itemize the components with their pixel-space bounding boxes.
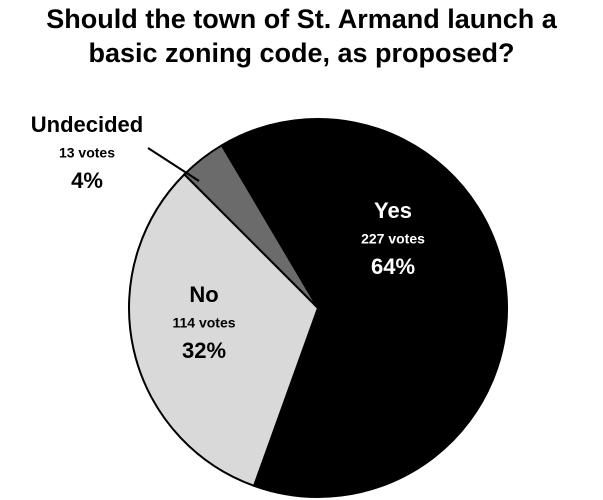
- vote-label: 114 votes: [172, 315, 235, 331]
- pie-slice: [220, 118, 508, 498]
- pie-slice: [182, 143, 319, 309]
- pie-slice: [128, 172, 320, 488]
- slice-label: Yes: [374, 198, 412, 223]
- slice-label: No: [189, 282, 218, 307]
- value-label: 64%: [371, 254, 415, 279]
- slice-label: Undecided: [31, 112, 143, 137]
- value-label: 4%: [71, 168, 103, 193]
- leader-line: [147, 147, 200, 182]
- chart-title: Should the town of St. Armand launch a b…: [46, 4, 557, 68]
- value-label: 32%: [182, 338, 226, 363]
- vote-label: 227 votes: [361, 231, 425, 247]
- vote-label: 13 votes: [59, 145, 115, 161]
